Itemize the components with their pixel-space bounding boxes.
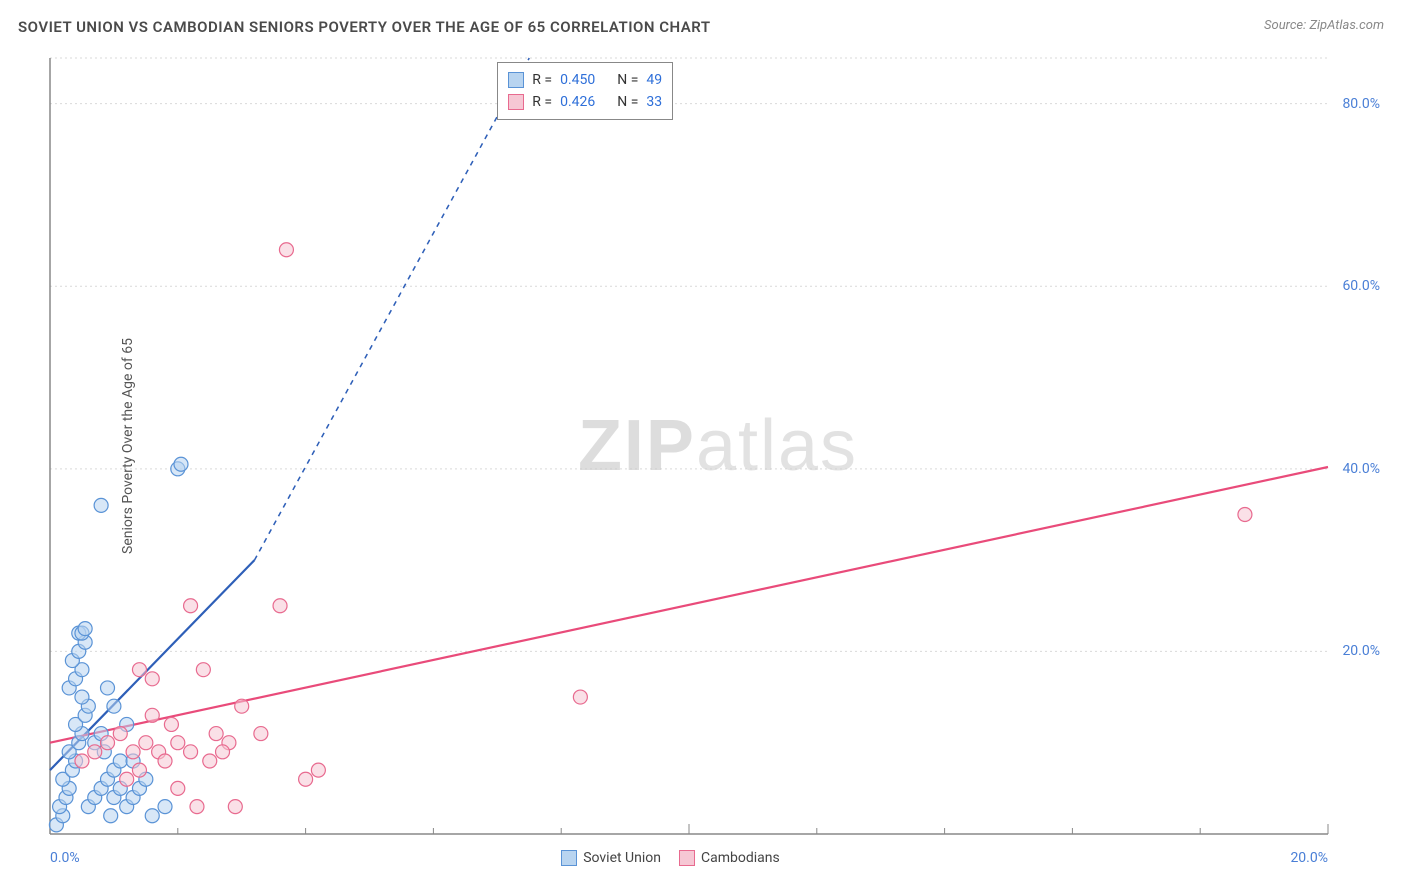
legend-swatch (561, 850, 577, 866)
y-tick-label: 60.0% (1342, 278, 1380, 294)
chart-svg (48, 48, 1388, 844)
legend-r-label: R = (532, 72, 552, 88)
legend-swatch (679, 850, 695, 866)
legend-r-value: 0.426 (560, 94, 595, 110)
legend-swatch (508, 94, 524, 110)
plot-area: ZIPatlas R = 0.450N = 49R = 0.426N = 33 … (48, 48, 1388, 844)
legend-correlation-row: R = 0.426 N = 33 (508, 91, 662, 113)
source-value: ZipAtlas.com (1309, 18, 1384, 33)
legend-series-item: Soviet Union (561, 850, 661, 866)
legend-swatch (508, 72, 524, 88)
chart-title: SOVIET UNION VS CAMBODIAN SENIORS POVERT… (18, 18, 711, 36)
source-attribution: Source: ZipAtlas.com (1264, 18, 1384, 33)
x-tick-label: 0.0% (50, 850, 80, 866)
legend-series-item: Cambodians (679, 850, 780, 866)
y-tick-label: 80.0% (1342, 96, 1380, 112)
correlation-legend: R = 0.450 N = 49 R = 0.426 N = 33 (497, 62, 673, 120)
y-tick-label: 40.0% (1342, 461, 1380, 477)
series-legend: Soviet Union Cambodians (561, 850, 780, 866)
legend-correlation-row: R = 0.450 N = 49 (508, 69, 662, 91)
legend-r-label: R = (532, 94, 552, 110)
legend-n-label: N = (617, 72, 638, 88)
y-tick-label: 20.0% (1342, 643, 1380, 659)
chart-container: SOVIET UNION VS CAMBODIAN SENIORS POVERT… (0, 0, 1406, 892)
x-tick-label: 20.0% (1290, 850, 1328, 866)
source-label: Source: (1264, 18, 1309, 33)
legend-n-label: N = (617, 94, 638, 110)
legend-n-value: 33 (646, 94, 662, 110)
legend-series-label: Cambodians (701, 850, 780, 866)
legend-series-label: Soviet Union (583, 850, 661, 866)
legend-r-value: 0.450 (560, 72, 595, 88)
legend-n-value: 49 (646, 72, 662, 88)
